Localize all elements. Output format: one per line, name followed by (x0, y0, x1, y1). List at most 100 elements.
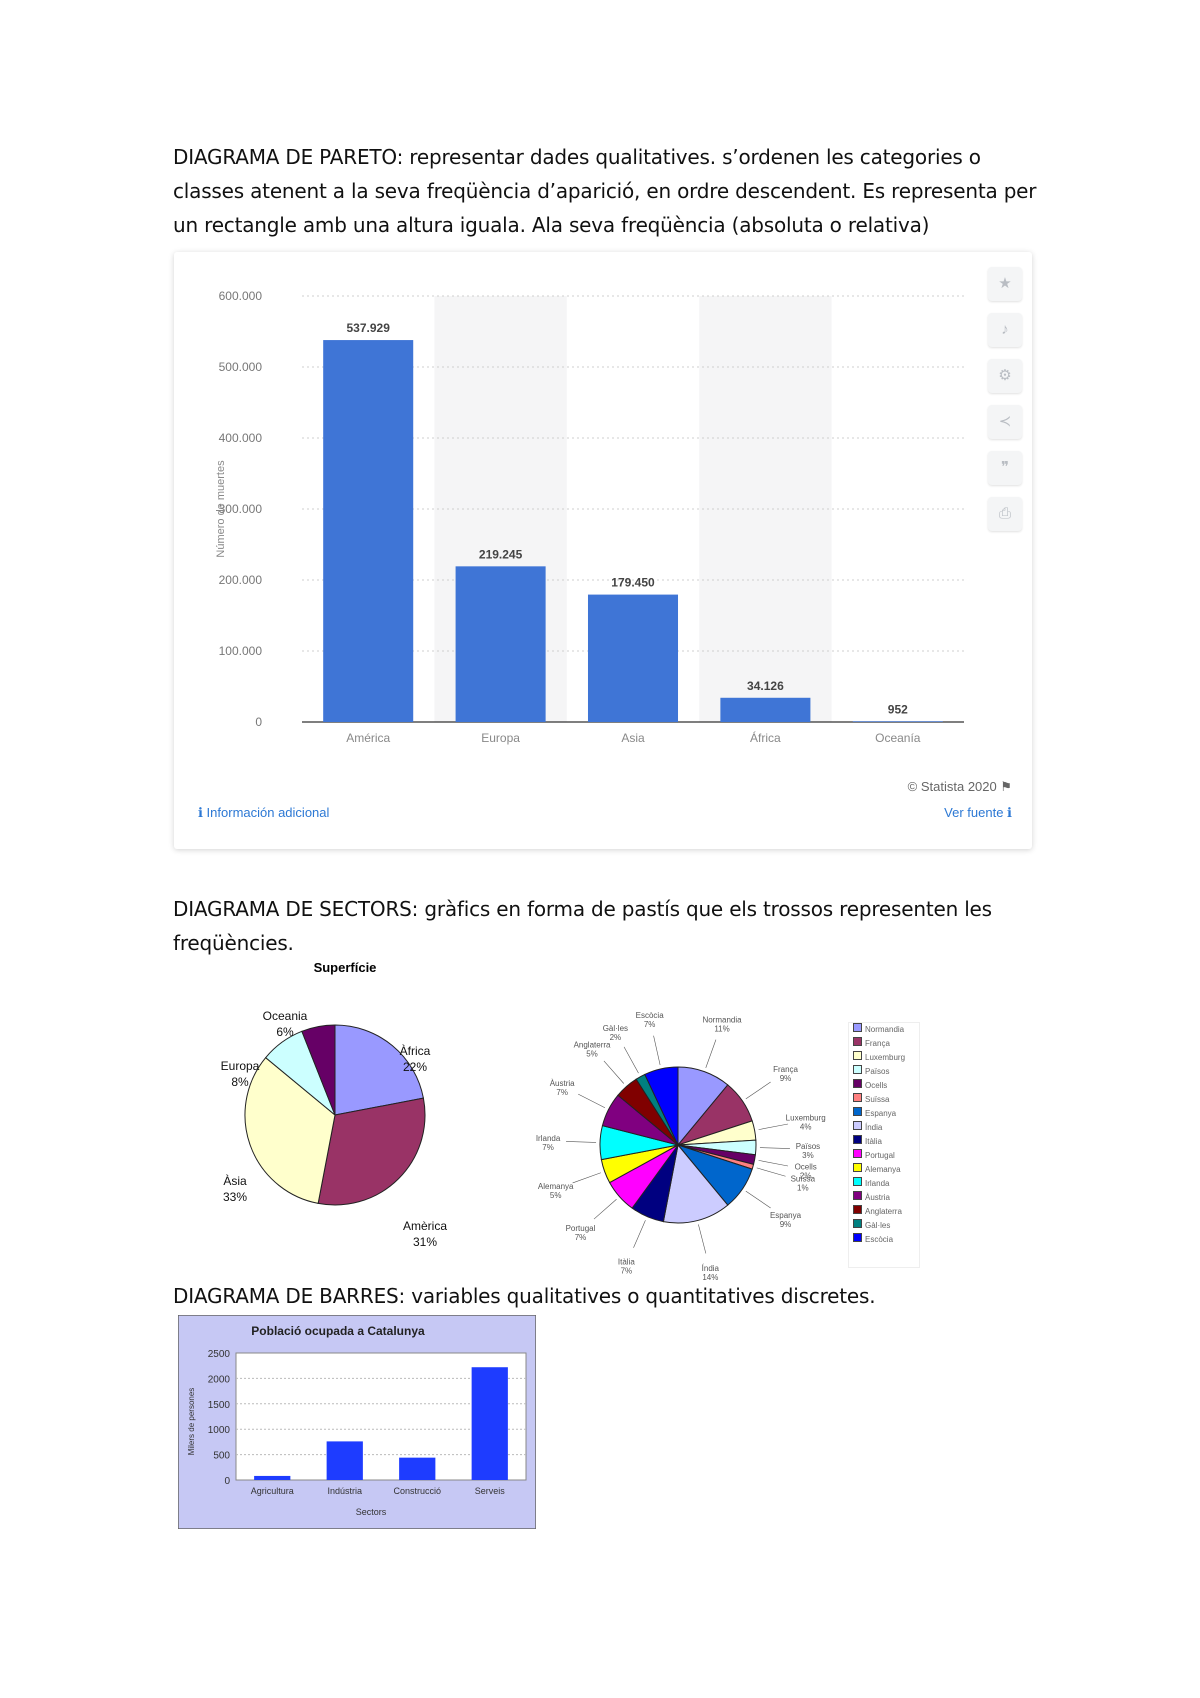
slice-percent: 8% (231, 1075, 249, 1089)
legend-item: Itàlia (849, 1135, 919, 1149)
slice-percent: 7% (542, 1143, 554, 1152)
legend-item: Suïssa (849, 1093, 919, 1107)
pareto-line-1: DIAGRAMA DE PARETO: representar dades qu… (173, 145, 981, 169)
x-tick-label: América (346, 731, 390, 745)
bar-europa (455, 566, 546, 722)
legend-label: Itàlia (865, 1137, 882, 1146)
slice-label: Oceania (263, 1009, 308, 1023)
bar-value-label: 34.126 (747, 679, 784, 693)
legend-swatch (853, 1163, 862, 1172)
slice-label: Espanya (770, 1211, 802, 1220)
barres-line-1: DIAGRAMA DE BARRES: variables qualitativ… (173, 1284, 876, 1308)
leader-line (698, 1224, 707, 1254)
y-tick-label: 500.000 (219, 360, 263, 374)
legend-swatch (853, 1219, 862, 1228)
share-icon[interactable]: ≺ (988, 405, 1022, 439)
leader-line (705, 1039, 717, 1068)
slice-percent: 14% (702, 1273, 718, 1282)
barres-description: DIAGRAMA DE BARRES: variables qualitativ… (173, 1279, 1053, 1313)
column-band (699, 296, 832, 722)
legend-item: França (849, 1037, 919, 1051)
additional-info-link[interactable]: ℹ Información adicional (198, 805, 330, 820)
legend-item: Escòcia (849, 1233, 919, 1247)
slice-label: Suïssa (791, 1174, 816, 1183)
pie-title: Superfície (314, 960, 377, 975)
gear-icon[interactable]: ⚙ (988, 359, 1022, 393)
bar-agricultura (254, 1475, 291, 1480)
legend-item: Gàl·les (849, 1219, 919, 1233)
slice-label: Escòcia (636, 1011, 665, 1020)
x-axis-title: Sectors (356, 1507, 387, 1517)
slice-label: Alemanya (538, 1182, 574, 1191)
legend-item: Luxemburg (849, 1051, 919, 1065)
y-tick-label: 2000 (208, 1374, 231, 1385)
slice-label: França (773, 1065, 798, 1074)
sectors-line-1: DIAGRAMA DE SECTORS: gràfics en forma de… (173, 897, 992, 921)
slice-label: Luxemburg (786, 1114, 826, 1123)
bell-icon[interactable]: ♪ (988, 313, 1022, 347)
bar-value-label: 219.245 (479, 547, 523, 561)
slice-label: Gàl·les (603, 1024, 628, 1033)
superficie-slice (301, 1024, 336, 1116)
slice-label: Amèrica (403, 1219, 447, 1233)
y-tick-label: 1500 (208, 1400, 231, 1411)
slice-percent: 2% (800, 1171, 812, 1180)
y-tick-label: 400.000 (219, 431, 263, 445)
superficie-slice (317, 1097, 426, 1206)
legend-item: Alemanya (849, 1163, 919, 1177)
slice-percent: 31% (413, 1235, 437, 1249)
legend-swatch (853, 1093, 862, 1102)
legend-label: Alemanya (865, 1165, 901, 1174)
print-icon[interactable]: ⎙ (988, 497, 1022, 531)
y-axis-title: Número de muertes (215, 460, 227, 558)
leader-line (633, 1220, 646, 1248)
legend-label: Ocells (865, 1081, 888, 1090)
slice-percent: 7% (621, 1266, 633, 1275)
x-tick-label: Construcció (393, 1486, 441, 1496)
slice-percent: 7% (644, 1020, 656, 1029)
legend-item: Anglaterra (849, 1205, 919, 1219)
quote-icon[interactable]: ❞ (988, 451, 1022, 485)
x-tick-label: África (750, 730, 781, 745)
pareto-description: DIAGRAMA DE PARETO: representar dades qu… (173, 140, 1053, 242)
x-tick-label: Europa (481, 731, 520, 745)
legend-swatch (853, 1205, 862, 1214)
slice-label: Ocells (795, 1162, 817, 1171)
leader-line (745, 1190, 771, 1209)
pareto-line-2: classes atenent a la seva freqüència d’a… (173, 179, 1037, 203)
leader-line (758, 1160, 789, 1167)
legend-label: Escòcia (865, 1235, 894, 1244)
statista-chart-card: 0 100.000 200.000 300.000 400.000 500.000 600.… (174, 252, 1032, 849)
sectors-line-2: freqüències. (173, 931, 294, 955)
bar-value-label: 179.450 (611, 576, 655, 590)
pareto-line-3: un rectangle amb una altura iguala. Ala … (173, 213, 930, 237)
legend-item: Àustria (849, 1191, 919, 1205)
leader-line (756, 1167, 786, 1177)
star-icon[interactable]: ★ (988, 267, 1022, 301)
statista-copyright: © Statista 2020 ⚑ (907, 779, 1012, 794)
leader-line (593, 1199, 617, 1220)
source-link[interactable]: Ver fuente ℹ (944, 805, 1012, 820)
leader-line (578, 1093, 606, 1109)
legend-label: Luxemburg (865, 1053, 906, 1062)
legend-label: França (865, 1039, 890, 1048)
x-tick-label: Asia (621, 731, 645, 745)
slice-percent: 2% (610, 1033, 622, 1042)
bar-serveis (471, 1367, 508, 1480)
legend-swatch (853, 1065, 862, 1074)
slice-percent: 33% (223, 1190, 247, 1204)
slice-percent: 22% (403, 1060, 427, 1074)
catalunya-bar-chart: Població ocupada a Catalunya 0 500 1000 1500… (178, 1315, 536, 1529)
leader-line (759, 1147, 790, 1149)
bar-indústria (326, 1441, 363, 1480)
legend-label: Anglaterra (865, 1207, 902, 1216)
y-tick-label: 200.000 (219, 573, 263, 587)
leader-line (603, 1060, 624, 1084)
leader-line (566, 1141, 597, 1143)
x-tick-label: Agricultura (251, 1486, 294, 1496)
slice-label: Anglaterra (574, 1040, 611, 1049)
legend-swatch (853, 1121, 862, 1130)
pareto-bar-chart: 0 100.000 200.000 300.000 400.000 500.000 600.… (215, 289, 964, 745)
legend-swatch (853, 1135, 862, 1144)
y-tick-label: 100.000 (219, 644, 263, 658)
